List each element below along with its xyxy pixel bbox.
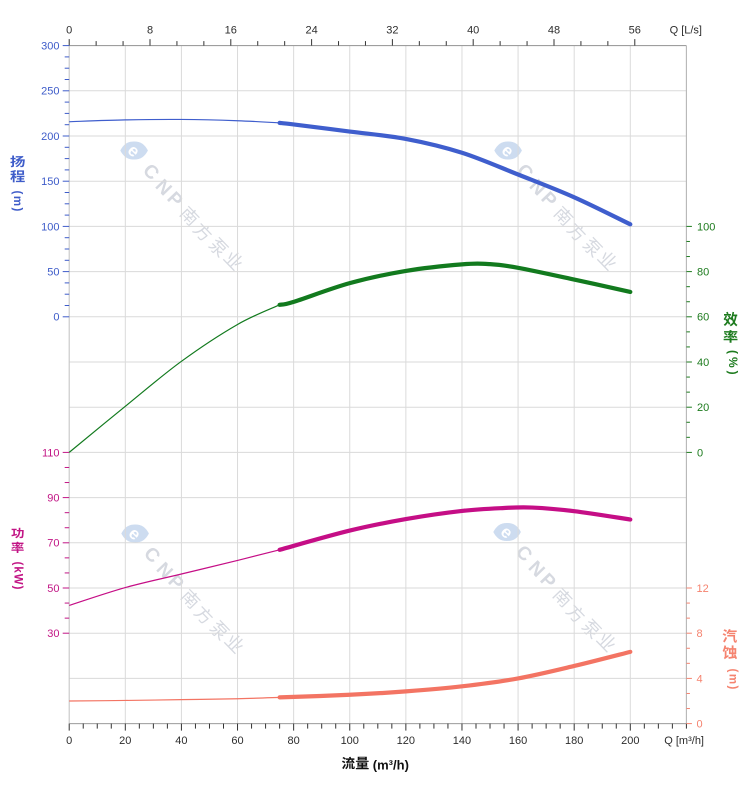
svg-text:70: 70 (47, 538, 59, 550)
svg-text:100: 100 (41, 221, 59, 233)
svg-text:300: 300 (41, 41, 59, 53)
svg-text:140: 140 (453, 735, 471, 747)
svg-text:8: 8 (697, 628, 703, 640)
svg-text:80: 80 (697, 267, 709, 279)
svg-text:0: 0 (66, 735, 72, 747)
svg-text:4: 4 (697, 673, 703, 685)
svg-text:180: 180 (565, 735, 583, 747)
svg-text:20: 20 (697, 402, 709, 414)
svg-text:90: 90 (47, 493, 59, 505)
svg-text:0: 0 (697, 719, 703, 731)
svg-text:250: 250 (41, 86, 59, 98)
svg-text:0: 0 (697, 447, 703, 459)
svg-text:80: 80 (288, 735, 300, 747)
svg-text:Q [L/s]: Q [L/s] (670, 25, 702, 37)
svg-text:(%): (%) (726, 350, 740, 378)
svg-text:50: 50 (47, 267, 59, 279)
svg-text:200: 200 (621, 735, 639, 747)
svg-text:150: 150 (41, 176, 59, 188)
svg-text:56: 56 (629, 25, 641, 37)
svg-text:120: 120 (397, 735, 415, 747)
svg-text:60: 60 (697, 312, 709, 324)
svg-text:(kW): (kW) (11, 562, 23, 591)
svg-text:50: 50 (47, 583, 59, 595)
svg-text:30: 30 (47, 628, 59, 640)
svg-text:(m): (m) (726, 669, 738, 691)
svg-text:Q [m³/h]: Q [m³/h] (664, 735, 704, 747)
svg-text:100: 100 (697, 221, 715, 233)
svg-text:110: 110 (42, 447, 60, 459)
svg-text:40: 40 (467, 25, 479, 37)
svg-text:40: 40 (697, 357, 709, 369)
svg-text:8: 8 (147, 25, 153, 37)
svg-text:24: 24 (305, 25, 317, 37)
svg-text:200: 200 (41, 131, 59, 143)
svg-text:(m³/h): (m³/h) (373, 757, 409, 772)
svg-text:100: 100 (341, 735, 359, 747)
svg-text:48: 48 (548, 25, 560, 37)
svg-text:60: 60 (231, 735, 243, 747)
svg-text:(m): (m) (11, 191, 23, 213)
svg-text:0: 0 (66, 25, 72, 37)
svg-text:0: 0 (53, 312, 59, 324)
svg-text:32: 32 (386, 25, 398, 37)
svg-text:20: 20 (119, 735, 131, 747)
svg-text:12: 12 (697, 583, 709, 595)
svg-text:40: 40 (175, 735, 187, 747)
svg-text:16: 16 (225, 25, 237, 37)
svg-text:160: 160 (509, 735, 527, 747)
